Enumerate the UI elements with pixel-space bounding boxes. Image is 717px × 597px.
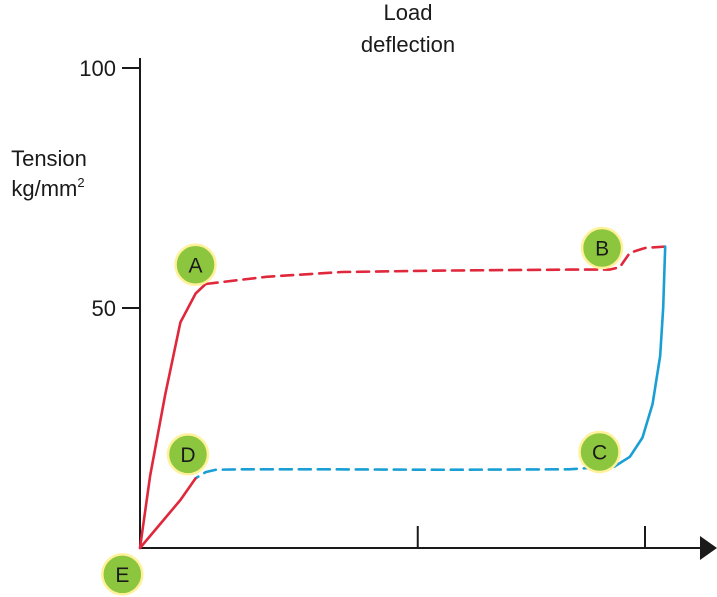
point-e-circle [101,553,144,596]
markers: A B C D E [101,226,624,596]
point-c: C [578,430,621,474]
y-axis-label-line1: Tension [11,146,87,171]
point-c-circle [578,430,621,474]
point-e-label: E [115,564,129,587]
y-axis-unit: kg/mm [11,176,77,201]
point-c-label: C [592,442,607,465]
series-unloading-solid [613,245,667,468]
x-axis-label-line1: Load [384,0,433,25]
series-loading-plateau [204,245,667,286]
series-loading-solid [138,282,207,550]
point-d: D [166,433,210,476]
x-axis-label-line2: deflection [361,32,455,57]
point-e: E [101,553,144,596]
series-unloading-return [138,477,197,550]
point-a-circle [174,243,217,287]
point-b-label: B [595,238,609,261]
series-unloading-plateau [194,465,616,480]
y-tick-label-100: 100 [79,56,116,81]
y-axis-label-line2: kg/mm2 [11,175,84,201]
point-a-label: A [189,254,203,277]
y-tick-label-50: 50 [92,296,116,321]
x-axis-arrowhead [700,536,717,560]
point-d-circle [166,433,210,476]
axes [139,58,717,560]
point-a: A [174,243,217,287]
point-d-label: D [180,444,195,467]
point-b-circle [580,226,624,270]
point-b: B [580,226,624,270]
series [138,245,667,550]
ticks: 100 50 [79,56,646,548]
y-axis-unit-superscript: 2 [77,175,84,190]
